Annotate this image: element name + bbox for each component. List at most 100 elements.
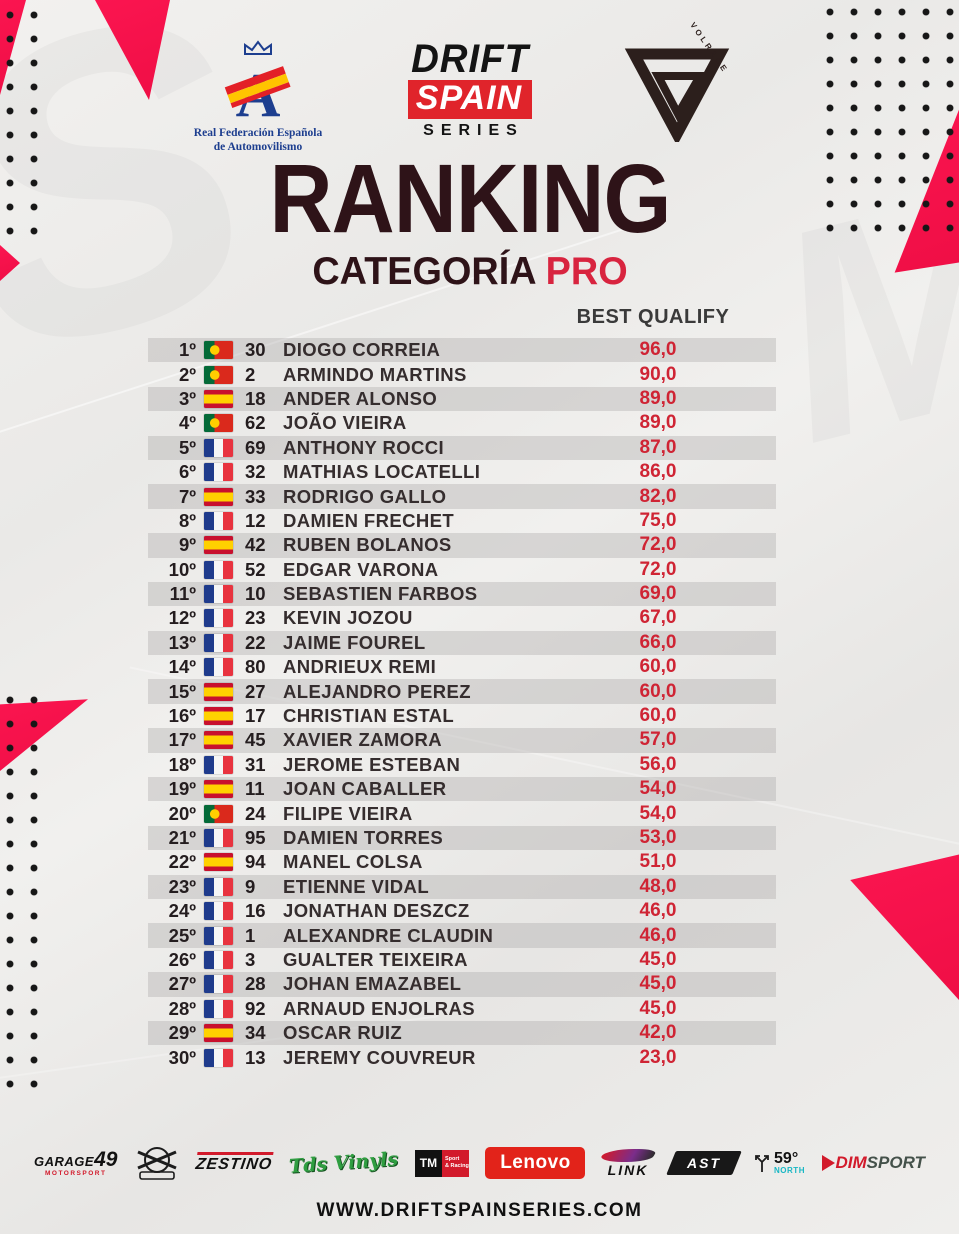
country-flag-icon xyxy=(204,731,233,750)
rank-position: 18º xyxy=(168,753,196,775)
table-row: 20º 24 FILIPE VIEIRA 54,0 xyxy=(148,801,776,825)
table-row: 7º 33 RODRIGO GALLO 82,0 xyxy=(148,484,776,509)
dimsport-sport: SPORT xyxy=(866,1153,925,1172)
driver-name: EDGAR VARONA xyxy=(283,558,439,580)
rank-position: 2º xyxy=(178,363,196,385)
rank-position: 17º xyxy=(168,729,196,751)
car-number: 27 xyxy=(245,680,266,702)
table-row: 13º 22 JAIME FOUREL 66,0 xyxy=(148,630,776,656)
pink-arrow-shape xyxy=(850,854,959,1000)
rank-position: 7º xyxy=(178,485,196,507)
dot-grid-pattern xyxy=(0,3,46,245)
best-qualify-score: 87,0 xyxy=(639,436,677,458)
best-qualify-score: 56,0 xyxy=(639,753,677,775)
dimsport-dim: DIM xyxy=(835,1153,867,1172)
country-flag-icon xyxy=(204,414,233,433)
table-row: 3º 18 ANDER ALONSO 89,0 xyxy=(148,386,776,412)
car-number: 33 xyxy=(245,485,266,507)
best-qualify-score: 45,0 xyxy=(639,948,677,970)
garage49-number: 49 xyxy=(94,1147,118,1171)
car-number: 32 xyxy=(245,461,266,483)
best-qualify-score: 67,0 xyxy=(639,607,677,629)
table-row: 29º 34 OSCAR RUIZ 42,0 xyxy=(148,1020,776,1046)
north59-word: NORTH xyxy=(774,1166,805,1175)
best-qualify-score: 53,0 xyxy=(639,827,677,848)
country-flag-icon xyxy=(204,389,233,408)
rank-position: 20º xyxy=(168,802,196,824)
north59-number: 59° xyxy=(774,1150,799,1167)
drift-wordmark: DRIFT xyxy=(411,37,529,81)
sponsor-logo-crest-badge xyxy=(134,1140,180,1186)
rfeda-text-line1: Real Federación Española xyxy=(193,127,323,139)
driver-name: JAIME FOUREL xyxy=(283,631,426,653)
table-row: 21º 95 DAMIEN TORRES 53,0 xyxy=(148,825,776,851)
volrace-logo: VOLRACE xyxy=(622,21,732,152)
table-row: 4º 62 JOÃO VIEIRA 89,0 xyxy=(148,411,776,435)
car-number: 31 xyxy=(245,753,266,775)
best-qualify-score: 86,0 xyxy=(639,461,677,483)
car-number: 69 xyxy=(245,436,266,458)
sponsor-logo-59north: 59° NORTH xyxy=(753,1151,805,1175)
country-flag-icon xyxy=(204,365,233,384)
sponsor-logo-tm-sport: TM Sport & Racing xyxy=(414,1149,469,1177)
car-number: 9 xyxy=(245,875,256,897)
driver-name: RODRIGO GALLO xyxy=(283,485,447,507)
rank-position: 15º xyxy=(168,680,196,702)
table-row: 15º 27 ALEJANDRO PEREZ 60,0 xyxy=(148,679,776,704)
rank-position: 21º xyxy=(168,827,196,848)
best-qualify-score: 46,0 xyxy=(639,924,677,946)
car-number: 16 xyxy=(245,900,266,922)
car-number: 10 xyxy=(245,583,266,605)
rank-position: 30º xyxy=(168,1046,196,1068)
best-qualify-header: BEST QUALIFY xyxy=(576,306,730,328)
best-qualify-score: 90,0 xyxy=(639,363,677,385)
best-qualify-score: 96,0 xyxy=(639,339,677,361)
car-number: 80 xyxy=(245,656,266,678)
table-row: 28º 92 ARNAUD ENJOLRAS 45,0 xyxy=(148,997,776,1021)
rank-position: 9º xyxy=(178,534,196,556)
best-qualify-score: 23,0 xyxy=(639,1046,677,1068)
best-qualify-score: 82,0 xyxy=(639,485,677,507)
rank-position: 24º xyxy=(168,900,196,922)
table-row: 5º 69 ANTHONY ROCCI 87,0 xyxy=(148,435,776,460)
series-wordmark: SERIES xyxy=(423,121,524,139)
driver-name: FILIPE VIEIRA xyxy=(283,802,413,824)
table-row: 25º 1 ALEXANDRE CLAUDIN 46,0 xyxy=(148,923,776,948)
driver-name: JOÃO VIEIRA xyxy=(283,412,407,434)
sponsor-bar: GARAGE49 MOTORSPORT ZESTINO Tds Vinyls T… xyxy=(0,1136,959,1190)
driver-name: ANTHONY ROCCI xyxy=(283,436,445,458)
country-flag-icon xyxy=(204,853,233,872)
rank-position: 25º xyxy=(168,924,196,946)
category-label: CATEGORÍA xyxy=(312,250,546,293)
best-qualify-score: 72,0 xyxy=(639,558,677,580)
table-row: 22º 94 MANEL COLSA 51,0 xyxy=(148,850,776,874)
driver-name: ARMINDO MARTINS xyxy=(283,363,467,385)
table-row: 2º 2 ARMINDO MARTINS 90,0 xyxy=(148,362,776,386)
car-number: 30 xyxy=(245,339,266,361)
country-flag-icon xyxy=(204,902,233,921)
best-qualify-score: 42,0 xyxy=(639,1022,677,1044)
driver-name: ANDRIEUX REMI xyxy=(283,656,437,678)
car-number: 23 xyxy=(245,607,266,629)
best-qualify-score: 72,0 xyxy=(639,534,677,556)
country-flag-icon xyxy=(204,658,233,677)
driver-name: MANEL COLSA xyxy=(283,851,423,873)
sponsor-logo-ast: AST xyxy=(665,1151,742,1175)
table-row: 30º 13 JEREMY COUVREUR 23,0 xyxy=(148,1045,776,1069)
rank-position: 6º xyxy=(178,461,196,483)
best-qualify-score: 45,0 xyxy=(639,973,677,995)
table-row: 18º 31 JEROME ESTEBAN 56,0 xyxy=(148,753,776,777)
country-flag-icon xyxy=(204,682,233,701)
car-number: 62 xyxy=(245,412,266,434)
best-qualify-score: 60,0 xyxy=(639,656,677,678)
dimsport-triangle-icon xyxy=(821,1155,835,1171)
driver-name: OSCAR RUIZ xyxy=(283,1022,403,1044)
tm-sub-line2: & Racing xyxy=(444,1163,469,1169)
country-flag-icon xyxy=(204,999,233,1018)
table-row: 14º 80 ANDRIEUX REMI 60,0 xyxy=(148,655,776,679)
sponsor-logo-link: LINK xyxy=(598,1149,658,1177)
tm-sub: Sport & Racing xyxy=(441,1149,469,1177)
spain-wordmark: SPAIN xyxy=(407,80,533,119)
dot-grid-pattern xyxy=(0,688,46,1100)
